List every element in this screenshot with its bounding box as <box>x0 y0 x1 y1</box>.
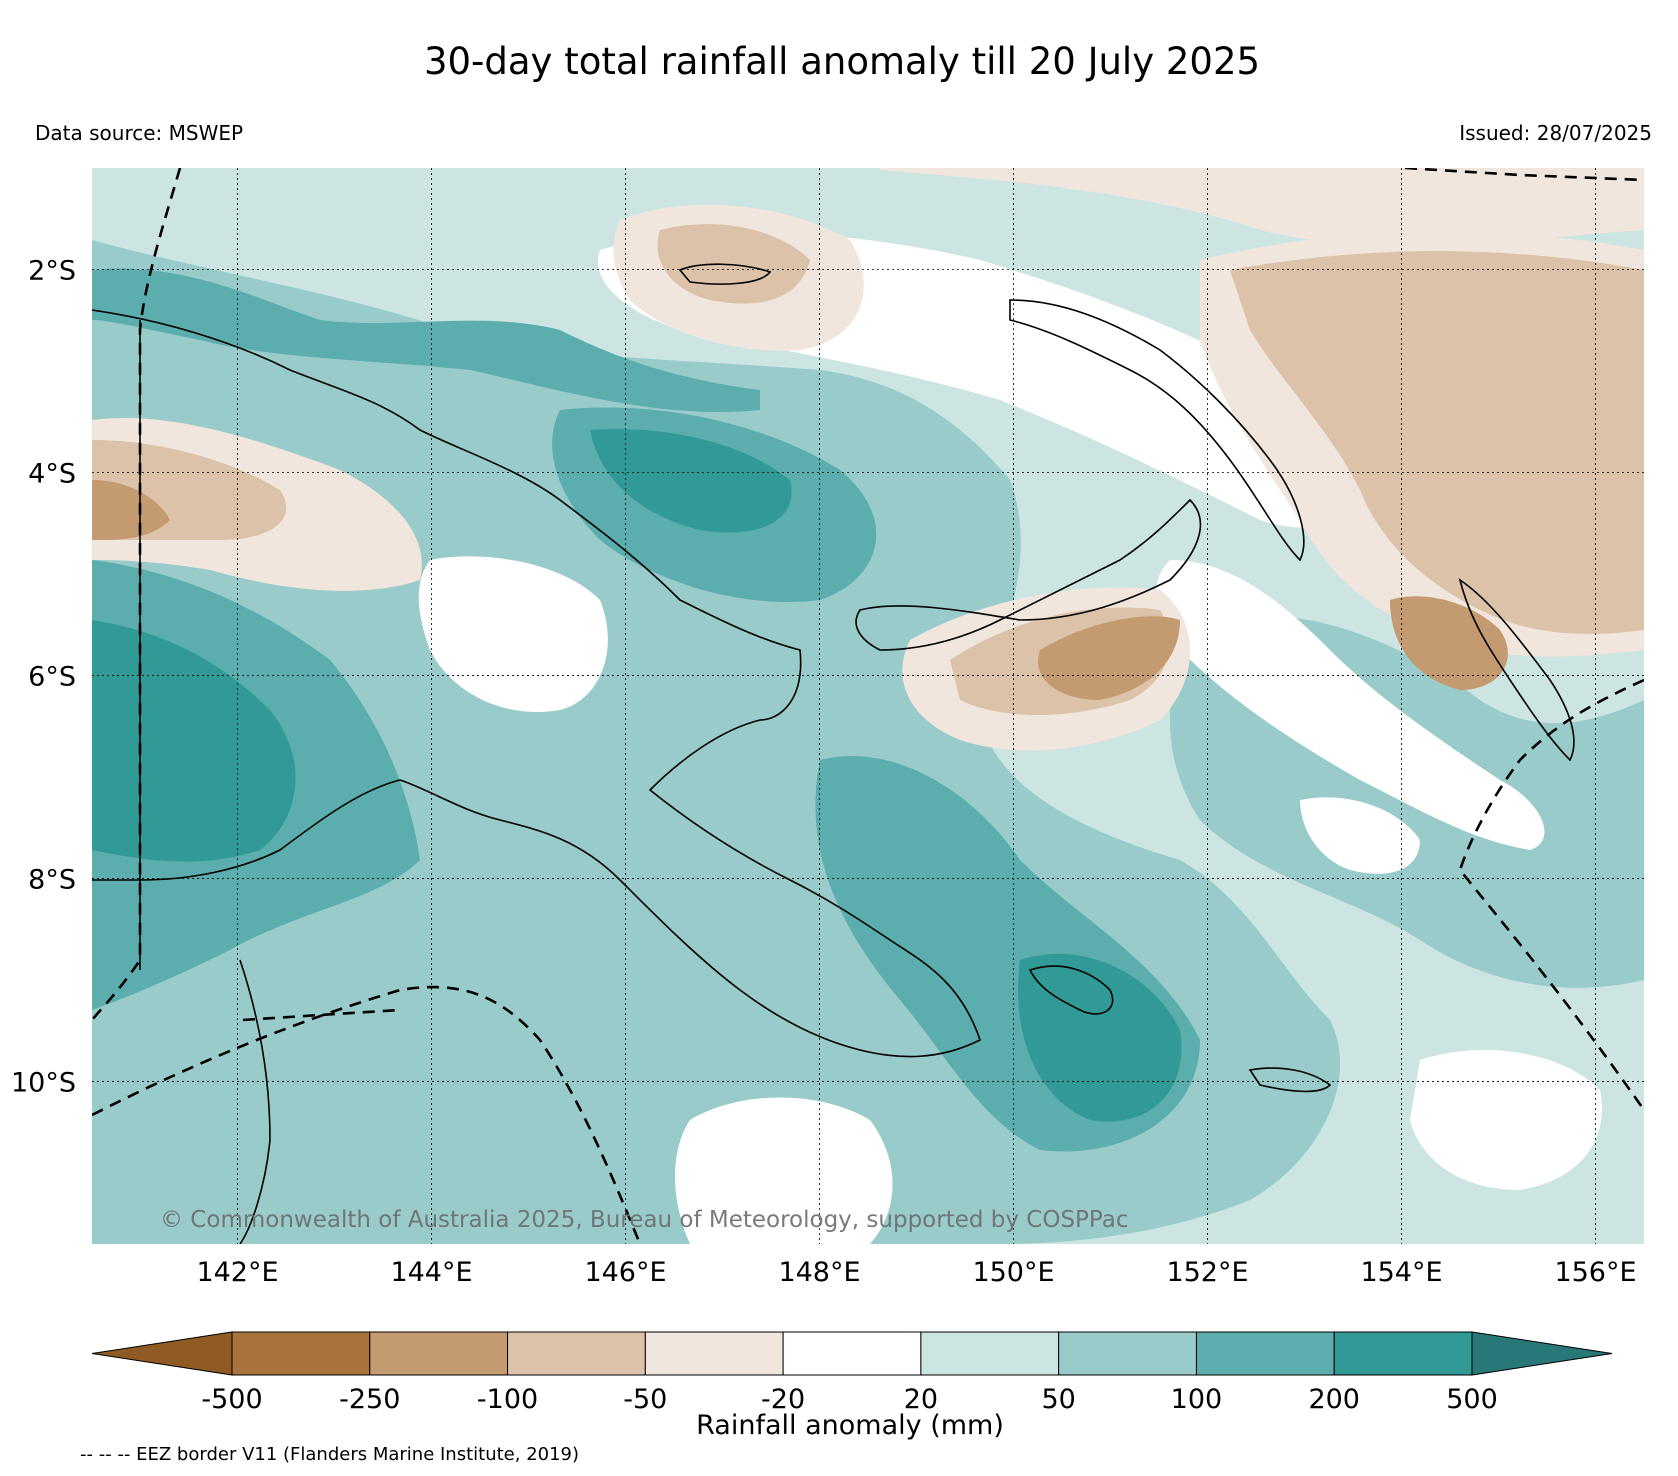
louisiade-islands-coastline <box>1248 1067 1332 1093</box>
colorbar-tick-label: -250 <box>339 1384 400 1415</box>
cape-york-coastline <box>239 959 271 1244</box>
colorbar-tick-label: 50 <box>1041 1384 1075 1415</box>
dry-strong-west <box>92 480 170 540</box>
data-source-label: Data source: MSWEP <box>35 121 243 145</box>
lat-tick-label: 4°S <box>28 459 76 490</box>
map-panel <box>92 168 1644 1244</box>
white-patch-southeast <box>1410 1050 1602 1190</box>
colorbar-segment <box>231 1331 371 1376</box>
colorbar-segment <box>1333 1331 1473 1376</box>
chart-title: 30-day total rainfall anomaly till 20 Ju… <box>424 40 1260 83</box>
milne-bay-islands-coastline <box>1028 965 1114 1015</box>
colorbar-segment <box>1058 1331 1197 1376</box>
wet-max-southeast <box>1018 953 1182 1122</box>
lat-tick-label: 2°S <box>28 256 76 287</box>
wet-max-central <box>590 429 792 533</box>
new-britain-coastline <box>855 498 1202 651</box>
colorbar-segment <box>644 1331 784 1376</box>
eez-borders <box>92 168 1644 1244</box>
white-band-east <box>1156 560 1545 850</box>
lon-tick-label: 146°E <box>584 1257 666 1288</box>
colorbar-segment <box>1195 1331 1335 1376</box>
colorbar-segment <box>507 1331 646 1376</box>
lon-tick-label: 150°E <box>972 1257 1054 1288</box>
lat-tick-label: 6°S <box>28 662 76 693</box>
lon-tick-label: 148°E <box>778 1257 860 1288</box>
new-ireland-coastline <box>1009 299 1305 562</box>
wet-mid-north-strip <box>92 268 760 412</box>
colorbar-tick-label: -20 <box>761 1384 805 1415</box>
white-patch-east-edge <box>1300 797 1420 874</box>
bougainville-coastline <box>1458 578 1575 762</box>
dry-strong-central-east <box>1038 616 1180 700</box>
white-patch-south <box>675 1097 893 1244</box>
lon-tick-label: 154°E <box>1360 1257 1442 1288</box>
colorbar-tick-label: 20 <box>904 1384 938 1415</box>
manus-island-coastline <box>678 263 772 285</box>
map-gridlines <box>92 168 1644 1244</box>
lat-tick-label: 8°S <box>28 865 76 896</box>
colorbar-tick-label: 100 <box>1171 1384 1223 1415</box>
eez-border-west <box>92 168 182 1021</box>
dry-light-northeast <box>880 168 1644 246</box>
white-patch-highlands <box>418 556 608 712</box>
colorbar-extend-high <box>1471 1331 1613 1376</box>
lon-tick-label: 156°E <box>1554 1257 1636 1288</box>
issued-date-label: Issued: 28/07/2025 <box>1459 121 1652 145</box>
colorbar-segment <box>920 1331 1060 1376</box>
eez-footnote: -- -- -- EEZ border V11 (Flanders Marine… <box>80 1444 579 1465</box>
latitude-labels: 2°S 4°S 6°S 8°S 10°S <box>11 256 76 1099</box>
dry-mid-east <box>1230 251 1644 634</box>
dry-mid-north-blob <box>657 224 810 304</box>
copyright-notice: © Commonwealth of Australia 2025, Bureau… <box>160 1207 1129 1233</box>
new-guinea-coastline <box>92 309 981 1058</box>
colorbar-segment <box>369 1331 509 1376</box>
colorbar-tick-label: -100 <box>477 1384 538 1415</box>
longitude-labels: 142°E 144°E 146°E 148°E 150°E 152°E 154°E 156°E <box>196 1257 1636 1288</box>
eez-border-torres <box>242 1008 401 1022</box>
lon-tick-label: 142°E <box>196 1257 278 1288</box>
lon-tick-label: 152°E <box>1166 1257 1248 1288</box>
colorbar-tick-label: 500 <box>1446 1384 1498 1415</box>
colorbar-segment <box>782 1331 922 1376</box>
colorbar: -500 -250 -100 -50 -20 20 50 100 200 500 <box>91 1331 1613 1415</box>
colorbar-tick-label: 200 <box>1308 1384 1360 1415</box>
wet-max-west <box>92 620 296 862</box>
colorbar-tick-label: -500 <box>201 1384 262 1415</box>
dry-strong-east <box>1390 596 1508 690</box>
colorbar-tick-label: -50 <box>623 1384 667 1415</box>
anomaly-field <box>92 168 1644 1244</box>
lat-tick-label: 10°S <box>11 1068 76 1099</box>
colorbar-label: Rainfall anomaly (mm) <box>696 1410 1004 1441</box>
eez-border-south <box>92 985 642 1244</box>
eez-border-east <box>1458 678 1644 1111</box>
colorbar-extend-low <box>91 1331 233 1376</box>
lon-tick-label: 144°E <box>390 1257 472 1288</box>
